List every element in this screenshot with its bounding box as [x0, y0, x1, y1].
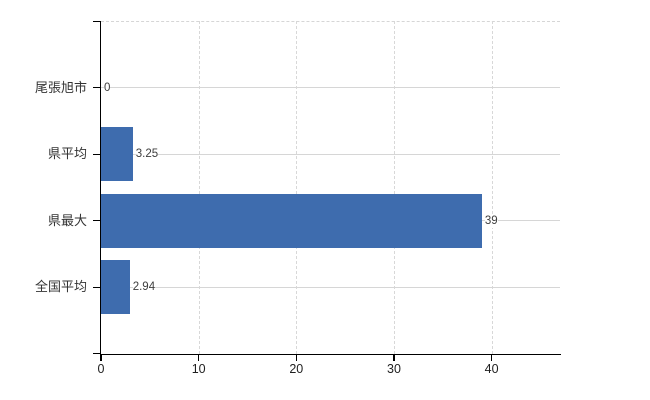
x-axis-line — [100, 354, 561, 356]
category-label: 全国平均 — [34, 279, 87, 295]
gridline-horizontal — [101, 286, 560, 288]
gridline-vertical — [296, 21, 298, 354]
gridline-vertical — [491, 21, 493, 354]
x-tick-label: 30 — [387, 362, 401, 376]
y-axis-category-tick — [93, 286, 101, 289]
y-axis-end-tick — [93, 353, 101, 355]
bar — [101, 260, 130, 315]
value-label: 3.25 — [135, 147, 159, 162]
plot-area: 0 尾張旭市 3.25 県平均 39 県最大 2.94 全国平均 0 10 20 30 40 — [35, 21, 561, 376]
x-axis-tick — [295, 354, 297, 361]
gridline-vertical — [393, 21, 395, 354]
gridline-vertical — [198, 21, 200, 354]
bar — [101, 127, 134, 182]
x-axis-tick — [393, 354, 395, 361]
bar — [101, 193, 483, 248]
plot-top-border — [101, 21, 560, 22]
category-label: 県平均 — [47, 146, 87, 162]
x-tick-label: 40 — [484, 362, 499, 376]
gridline-horizontal — [101, 153, 560, 155]
x-axis-tick — [100, 354, 102, 361]
x-tick-label: 20 — [289, 362, 304, 376]
y-axis-category-tick — [93, 86, 101, 89]
x-tick-label: 0 — [97, 362, 105, 376]
value-label: 0 — [104, 80, 111, 95]
value-label: 39 — [484, 213, 498, 228]
x-tick-label: 10 — [191, 362, 206, 376]
x-axis-tick — [198, 354, 200, 361]
gridline-horizontal — [101, 87, 560, 89]
y-axis-category-tick — [93, 220, 101, 222]
category-label: 県最大 — [47, 212, 87, 228]
x-axis-tick — [490, 354, 493, 361]
y-axis-category-tick — [93, 153, 101, 155]
y-axis-line — [100, 21, 102, 355]
value-label: 2.94 — [132, 280, 156, 295]
y-axis-end-tick — [93, 21, 101, 23]
category-label: 尾張旭市 — [34, 79, 87, 95]
